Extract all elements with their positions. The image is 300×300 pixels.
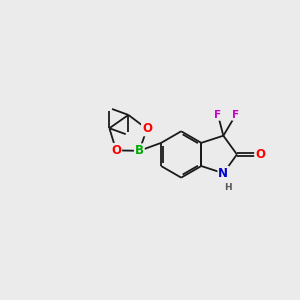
Text: F: F <box>214 110 221 120</box>
Text: O: O <box>255 148 265 161</box>
Text: O: O <box>142 122 152 135</box>
Text: F: F <box>232 110 239 120</box>
Text: O: O <box>111 144 121 157</box>
Text: H: H <box>224 183 232 192</box>
Text: N: N <box>218 167 228 180</box>
Text: B: B <box>135 144 144 157</box>
